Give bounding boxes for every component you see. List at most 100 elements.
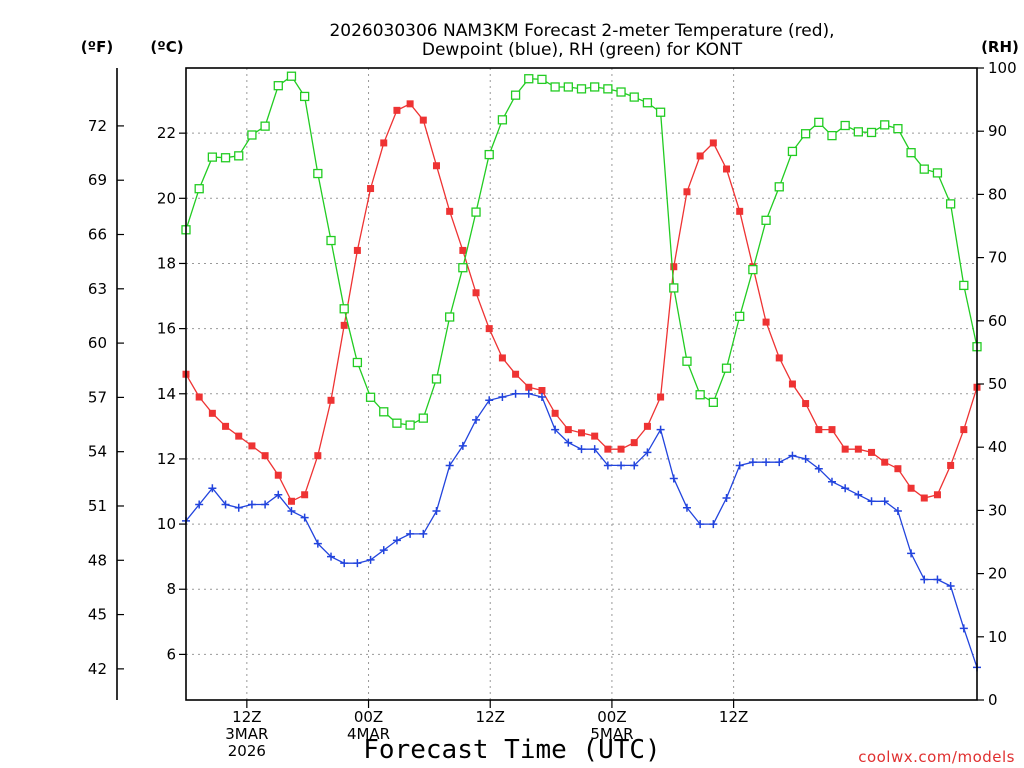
dewpoint-point xyxy=(458,441,467,450)
rh-point xyxy=(721,363,732,373)
chart-title-line-1: 2026030306 NAM3KM Forecast 2-meter Tempe… xyxy=(329,21,834,41)
dewpoint-point xyxy=(261,500,270,509)
dewpoint-point xyxy=(353,559,362,568)
celsius-unit-label: (ºC) xyxy=(150,38,183,56)
temperature-point xyxy=(498,354,506,362)
dewpoint-point xyxy=(709,520,718,529)
temperature-point xyxy=(274,471,282,479)
rh-tick-label: 20 xyxy=(988,565,1007,583)
rh-point xyxy=(932,168,943,178)
dewpoint-point xyxy=(472,415,481,424)
rh-point xyxy=(814,117,824,128)
dewpoint-point xyxy=(643,448,652,457)
rh-point xyxy=(563,82,573,92)
temperature-point xyxy=(762,318,770,326)
temperature-point xyxy=(512,370,520,378)
celsius-tick-label: 6 xyxy=(166,645,176,663)
x-tick-label: 12Z xyxy=(476,708,505,726)
dewpoint-point xyxy=(762,458,771,467)
dewpoint-point xyxy=(827,477,836,486)
rh-point xyxy=(234,151,244,161)
temperature-point xyxy=(287,497,295,505)
fahrenheit-unit-label: (ºF) xyxy=(81,38,113,56)
rh-tick-label: 10 xyxy=(988,628,1007,646)
x-tick-label: 4MAR xyxy=(347,725,390,743)
dewpoint-point xyxy=(959,624,968,633)
temperature-point xyxy=(538,387,546,395)
dewpoint-point xyxy=(313,539,322,548)
rh-point xyxy=(880,120,890,130)
temperature-point xyxy=(617,445,625,453)
rh-point xyxy=(220,153,231,163)
rh-point xyxy=(365,392,376,402)
dewpoint-point xyxy=(511,389,520,398)
temperature-point xyxy=(353,246,361,254)
rh-point xyxy=(616,87,626,97)
temperature-point xyxy=(314,452,322,460)
dewpoint-point xyxy=(287,507,296,516)
rh-point xyxy=(537,74,547,85)
rh-point xyxy=(431,374,442,384)
rh-point xyxy=(445,312,455,322)
celsius-tick-label: 12 xyxy=(157,450,176,468)
rh-point xyxy=(919,164,929,174)
rh-tick-label: 0 xyxy=(988,691,998,709)
rh-point xyxy=(510,90,521,100)
dewpoint-point xyxy=(551,425,560,434)
dewpoint-point xyxy=(274,490,283,499)
rh-tick-label: 70 xyxy=(988,249,1007,267)
temperature-point xyxy=(419,116,427,124)
temperature-point xyxy=(683,188,691,196)
temperature-point xyxy=(630,439,638,447)
rh-point xyxy=(748,264,758,275)
temperature-point xyxy=(393,106,401,114)
temperature-point xyxy=(723,165,731,173)
temperature-point xyxy=(670,263,678,271)
axes-layer: 6 8 10 12 14 16 18 20 22 42 45 48 51 54 57 60 63 66 69 72 0 1… xyxy=(88,59,1017,760)
rh-point xyxy=(524,74,534,84)
dewpoint-point xyxy=(564,438,573,447)
dewpoint-point xyxy=(735,461,744,470)
dewpoint-point xyxy=(867,497,876,506)
fahrenheit-tick-label: 72 xyxy=(88,117,107,135)
rh-point xyxy=(682,356,692,366)
celsius-tick-label: 20 xyxy=(157,189,176,207)
x-tick-label: 2026 xyxy=(228,742,266,760)
temperature-point xyxy=(380,139,388,147)
temperature-point xyxy=(406,100,414,108)
temperature-point xyxy=(933,491,941,499)
temperature-point xyxy=(841,445,849,453)
dewpoint-point xyxy=(907,549,916,558)
rh-point xyxy=(959,280,969,291)
temperature-point xyxy=(960,426,968,434)
rh-point xyxy=(590,82,600,92)
rh-point xyxy=(695,390,705,400)
rh-point xyxy=(669,283,679,293)
temperature-series xyxy=(182,100,981,505)
rh-point xyxy=(194,184,204,194)
dewpoint-point xyxy=(340,559,349,568)
credit-label: coolwx.com/models xyxy=(858,748,1015,766)
dewpoint-point xyxy=(524,389,533,398)
dewpoint-point xyxy=(234,503,243,512)
rh-point xyxy=(352,357,363,368)
rh-point xyxy=(827,130,837,141)
temperature-point xyxy=(472,289,480,297)
dewpoint-point xyxy=(195,500,204,509)
dewpoint-point xyxy=(498,393,507,402)
rh-point xyxy=(603,84,613,94)
temperature-point xyxy=(920,494,928,502)
celsius-tick-label: 8 xyxy=(166,580,176,598)
dewpoint-point xyxy=(656,425,665,434)
celsius-tick-label: 10 xyxy=(157,515,176,533)
dewpoint-point xyxy=(682,503,691,512)
temperature-point xyxy=(485,325,493,333)
dewpoint-point xyxy=(419,529,428,538)
dewpoint-point xyxy=(445,461,454,470)
dewpoint-point xyxy=(537,393,546,402)
x-tick-label: 00Z xyxy=(354,708,383,726)
celsius-tick-label: 18 xyxy=(157,254,176,272)
temperature-point xyxy=(235,432,243,440)
temperature-point xyxy=(947,461,955,469)
fahrenheit-tick-label: 60 xyxy=(88,334,107,352)
